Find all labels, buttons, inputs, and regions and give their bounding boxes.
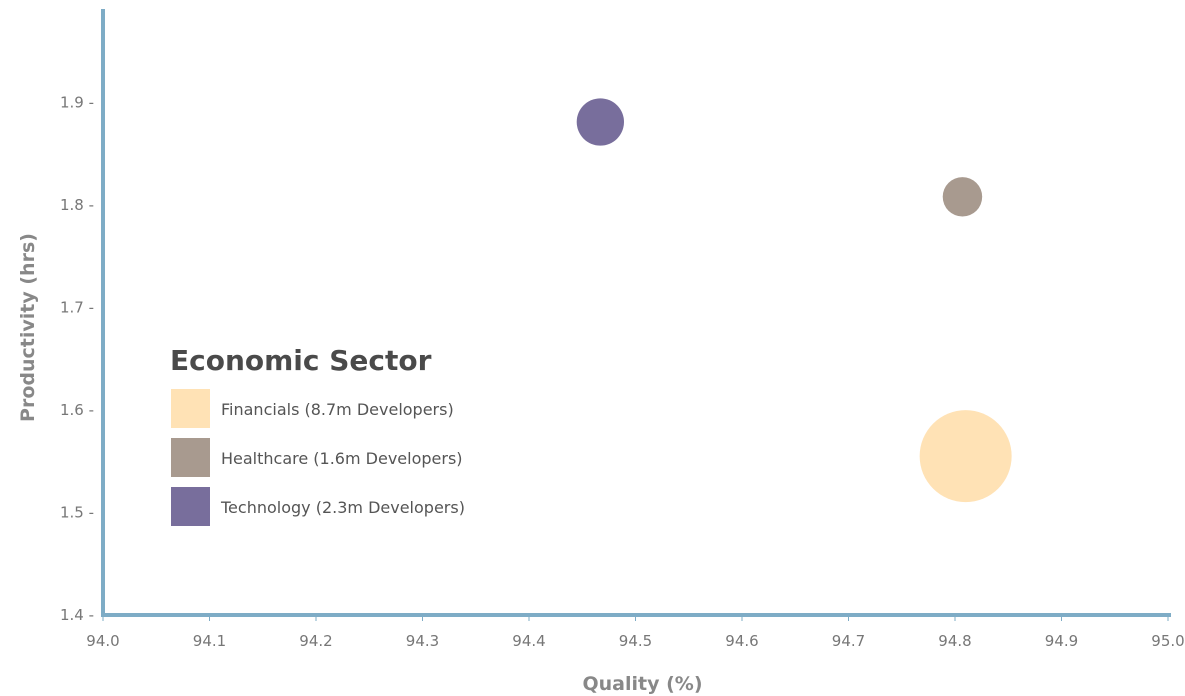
legend-swatch — [171, 389, 210, 428]
bubble-1 — [919, 410, 1012, 503]
legend-label: Healthcare (1.6m Developers) — [221, 449, 463, 468]
bubbles — [576, 98, 1012, 503]
bubble-3 — [576, 98, 625, 146]
bubble-2 — [942, 177, 983, 217]
x-tick-label: 94.7 — [832, 632, 865, 650]
y-axis-title: Productivity (hrs) — [17, 233, 39, 422]
y-tick-label: 1.6 - — [60, 401, 94, 419]
y-axis-ticks: 1.4 - 1.5 - 1.6 - 1.7 - 1.8 - 1.9 - — [60, 94, 94, 625]
x-tick-label: 94.5 — [619, 632, 652, 650]
x-axis-ticks: 94.0 94.1 94.2 94.3 94.4 94.5 94.6 94.7 94.8 94.9… — [86, 615, 1185, 650]
x-tick-label: 94.8 — [938, 632, 971, 650]
x-tick-label: 94.0 — [86, 632, 119, 650]
x-tick-label: 94.3 — [406, 632, 439, 650]
y-tick-label: 1.8 - — [60, 196, 94, 214]
x-tick-label: 94.9 — [1045, 632, 1078, 650]
x-tick-label: 94.4 — [512, 632, 545, 650]
y-tick-label: 1.4 - — [60, 606, 94, 624]
legend-title: Economic Sector — [170, 344, 432, 377]
legend: Economic Sector Financials (8.7m Develop… — [170, 344, 465, 526]
legend-label: Technology (2.3m Developers) — [220, 498, 465, 517]
x-tick-label: 94.1 — [193, 632, 226, 650]
x-axis-title: Quality (%) — [582, 673, 702, 695]
y-tick-label: 1.5 - — [60, 504, 94, 522]
y-tick-label: 1.9 - — [60, 94, 94, 112]
legend-label: Financials (8.7m Developers) — [221, 400, 454, 419]
legend-swatch — [171, 487, 210, 526]
x-tick-label: 94.2 — [299, 632, 332, 650]
x-tick-label: 94.6 — [725, 632, 758, 650]
x-tick-label: 95.0 — [1151, 632, 1184, 650]
y-tick-label: 1.7 - — [60, 299, 94, 317]
legend-swatch — [171, 438, 210, 477]
